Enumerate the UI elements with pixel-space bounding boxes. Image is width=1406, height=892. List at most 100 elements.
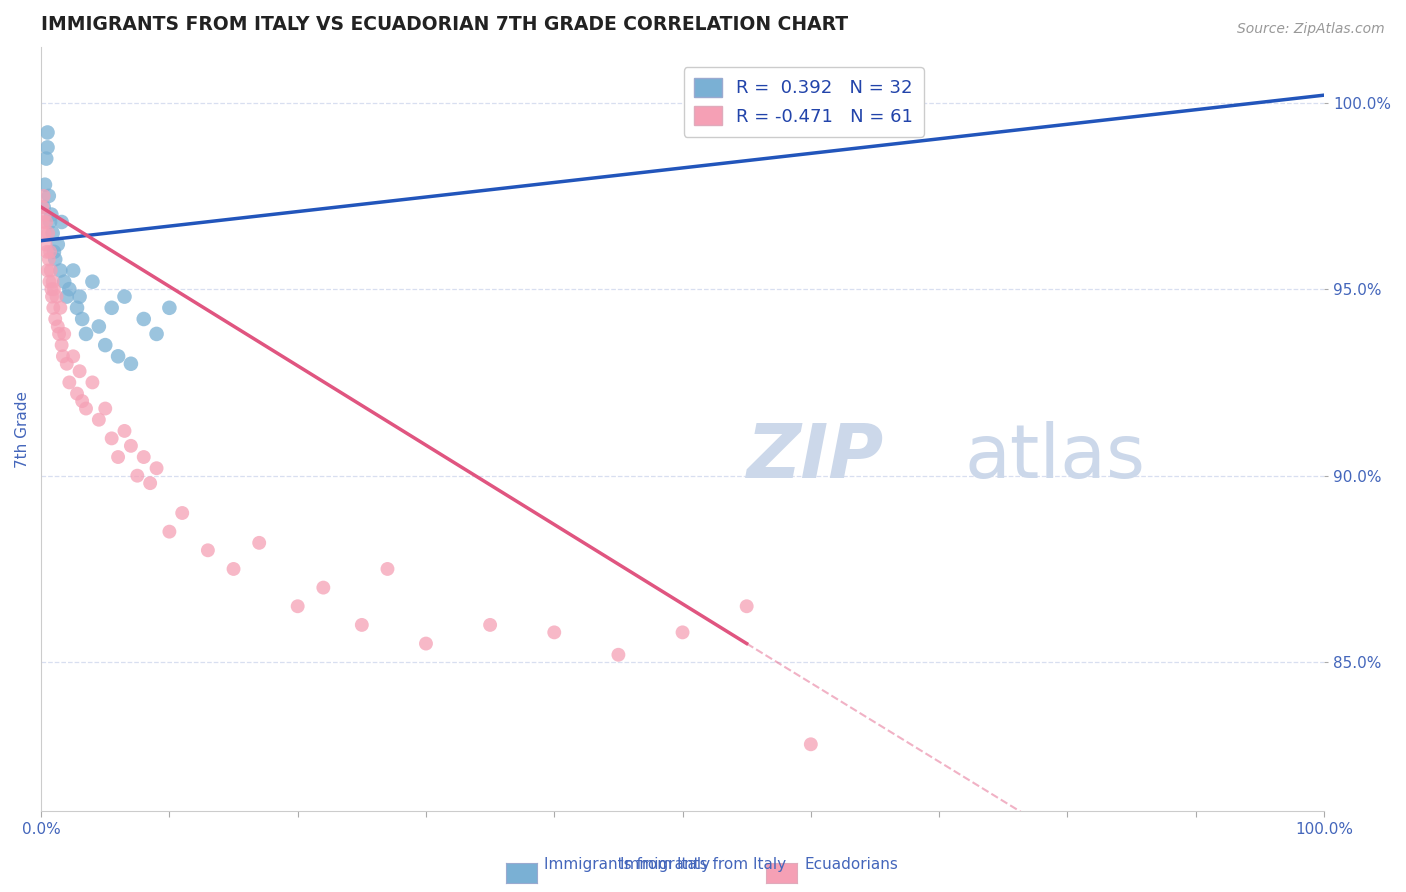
Point: [735, 599, 758, 614]
Point: [41, 208, 63, 222]
Point: [800, 737, 823, 751]
Point: [100, 431, 122, 445]
Point: [58, 376, 80, 390]
Point: [35, 152, 58, 166]
Point: [415, 636, 437, 650]
Point: [222, 562, 245, 576]
Point: [87, 413, 110, 427]
Point: [70, 312, 93, 326]
Point: [94, 338, 117, 352]
Point: [55, 357, 77, 371]
Point: [157, 301, 180, 315]
Point: [94, 401, 117, 416]
Point: [120, 357, 142, 371]
Point: [377, 562, 399, 576]
Point: [132, 312, 155, 326]
Point: [44, 312, 66, 326]
Point: [34, 178, 56, 192]
Point: [145, 461, 167, 475]
Point: [114, 290, 136, 304]
Point: [37, 126, 59, 140]
Point: [39, 244, 62, 259]
Point: [35, 215, 58, 229]
Point: [75, 326, 97, 341]
Point: [139, 476, 162, 491]
Point: [41, 290, 63, 304]
Point: [38, 252, 60, 267]
Point: [32, 215, 55, 229]
Point: [120, 439, 142, 453]
Point: [479, 618, 502, 632]
Point: [157, 524, 180, 539]
Point: [37, 226, 59, 240]
Text: atlas: atlas: [965, 420, 1146, 493]
Point: [607, 648, 630, 662]
Text: ZIP: ZIP: [747, 420, 884, 493]
Point: [145, 326, 167, 341]
Point: [42, 282, 65, 296]
Point: [48, 326, 70, 341]
Point: [46, 237, 69, 252]
Point: [55, 290, 77, 304]
Point: [132, 450, 155, 464]
Point: [38, 275, 60, 289]
Point: [100, 301, 122, 315]
Point: [32, 189, 55, 203]
Point: [58, 282, 80, 296]
Point: [62, 263, 84, 277]
Point: [41, 282, 63, 296]
Point: [46, 319, 69, 334]
Point: [287, 599, 309, 614]
Point: [75, 401, 97, 416]
Point: [51, 215, 73, 229]
Point: [247, 536, 270, 550]
Point: [53, 275, 76, 289]
Point: [671, 625, 693, 640]
Point: [114, 424, 136, 438]
Point: [107, 349, 129, 363]
Point: [34, 237, 56, 252]
Text: Immigrants from Italy: Immigrants from Italy: [544, 857, 710, 872]
Point: [107, 450, 129, 464]
Point: [69, 290, 91, 304]
Point: [39, 263, 62, 277]
Point: [62, 349, 84, 363]
Point: [38, 189, 60, 203]
Point: [37, 263, 59, 277]
Point: [41, 226, 63, 240]
Point: [127, 468, 149, 483]
Point: [69, 364, 91, 378]
Point: [82, 376, 104, 390]
Point: [82, 275, 104, 289]
Point: [49, 301, 72, 315]
Point: [51, 338, 73, 352]
Text: Immigrants from Italy: Immigrants from Italy: [620, 857, 786, 872]
Point: [41, 275, 63, 289]
Point: [32, 200, 55, 214]
Point: [543, 625, 565, 640]
Point: [45, 290, 67, 304]
Text: Ecuadorians: Ecuadorians: [804, 857, 898, 872]
Point: [31, 200, 53, 214]
Point: [66, 386, 89, 401]
Point: [34, 226, 56, 240]
Point: [172, 506, 194, 520]
Point: [35, 244, 58, 259]
Point: [37, 140, 59, 154]
Point: [42, 301, 65, 315]
Point: [197, 543, 219, 558]
Point: [66, 301, 89, 315]
Point: [34, 208, 56, 222]
Point: [87, 319, 110, 334]
Point: [70, 394, 93, 409]
Text: Source: ZipAtlas.com: Source: ZipAtlas.com: [1237, 22, 1385, 37]
Y-axis label: 7th Grade: 7th Grade: [15, 391, 30, 467]
Point: [49, 263, 72, 277]
Point: [350, 618, 373, 632]
Text: IMMIGRANTS FROM ITALY VS ECUADORIAN 7TH GRADE CORRELATION CHART: IMMIGRANTS FROM ITALY VS ECUADORIAN 7TH …: [41, 15, 848, 34]
Point: [312, 581, 335, 595]
Point: [39, 215, 62, 229]
Point: [53, 326, 76, 341]
Legend: R =  0.392   N = 32, R = -0.471   N = 61: R = 0.392 N = 32, R = -0.471 N = 61: [683, 67, 924, 136]
Point: [44, 252, 66, 267]
